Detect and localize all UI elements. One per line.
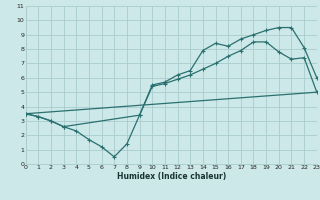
X-axis label: Humidex (Indice chaleur): Humidex (Indice chaleur) xyxy=(116,172,226,181)
